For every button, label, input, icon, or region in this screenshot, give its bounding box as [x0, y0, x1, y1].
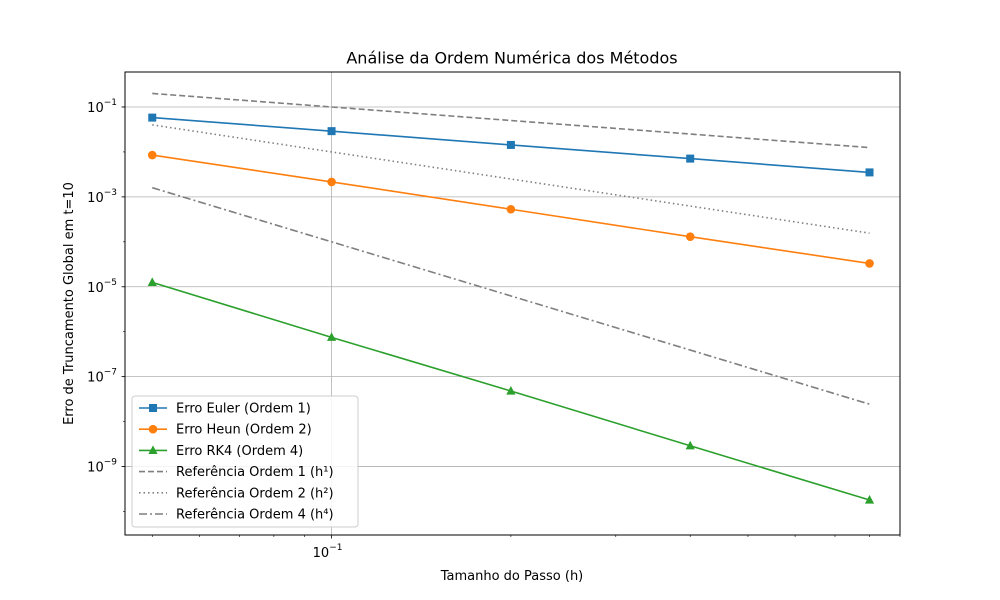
y-tick-label: 10−1: [87, 98, 117, 116]
legend-marker-2: [148, 445, 158, 454]
y-tick-label: 10−3: [87, 188, 117, 206]
data-point-2-0: [147, 277, 157, 287]
data-point-0-3: [686, 154, 695, 163]
legend-label-3: Referência Ordem 1 (h¹): [176, 465, 334, 480]
data-point-0-1: [327, 127, 336, 136]
data-point-1-4: [865, 259, 874, 268]
data-point-0-0: [148, 113, 157, 122]
grid: [125, 72, 900, 535]
x-axis-label: Tamanho do Passo (h): [440, 569, 584, 584]
chart-title: Análise da Ordem Numérica dos Métodos: [346, 49, 677, 68]
data-point-2-4: [864, 495, 875, 504]
y-tick-label: 10−5: [87, 278, 117, 296]
legend: Erro Euler (Ordem 1) Erro Heun (Ordem 2) E…: [131, 395, 359, 528]
data-point-1-2: [506, 204, 516, 214]
legend-label-2: Erro RK4 (Ordem 4): [176, 444, 303, 459]
axis-ticks: 10−1 10−3 10−5 10−7 10−9 10−1: [87, 98, 901, 561]
legend-label-1: Erro Heun (Ordem 2): [176, 423, 312, 438]
legend-marker-0: [149, 404, 157, 412]
legend-label-4: Referência Ordem 2 (h²): [176, 486, 334, 501]
data-point-1-1: [327, 177, 336, 187]
data-series: [147, 113, 875, 504]
data-point-2-2: [506, 385, 516, 395]
plot-area-frame: [124, 71, 901, 536]
legend-label-0: Erro Euler (Ordem 1): [176, 402, 311, 417]
y-axis-label: Erro de Truncamento Global em t=10: [62, 182, 77, 425]
data-point-0-2: [506, 140, 515, 149]
y-tick-label: 10−7: [87, 368, 117, 386]
legend-box: [131, 395, 359, 528]
legend-marker-1: [148, 424, 158, 434]
x-tick-label: 10−1: [313, 543, 343, 561]
reference-lines: [152, 92, 870, 405]
y-tick-label: 10−9: [87, 458, 117, 476]
data-point-2-3: [685, 440, 695, 450]
data-point-1-0: [147, 150, 157, 160]
series-line-5: [152, 186, 870, 405]
legend-label-5: Referência Ordem 4 (h⁴): [176, 508, 334, 523]
data-point-0-4: [865, 168, 874, 177]
data-point-2-1: [326, 332, 337, 341]
series-line-3: [152, 92, 870, 149]
data-point-1-3: [685, 232, 695, 241]
series-line-4: [152, 124, 870, 234]
